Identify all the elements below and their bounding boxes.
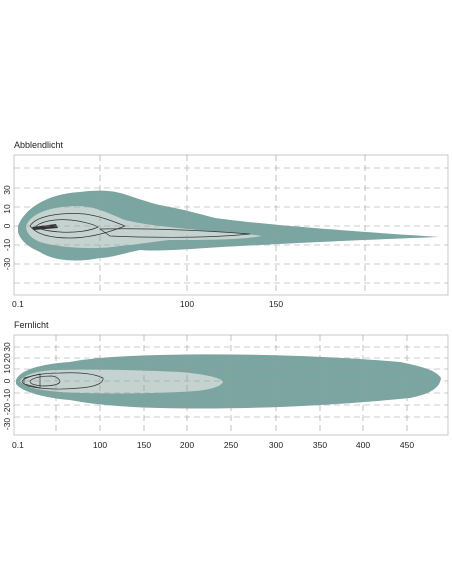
high-beam-ytick-30: 30 bbox=[2, 342, 12, 352]
low-beam-hotspot bbox=[32, 224, 58, 230]
low-beam-ytick-30: 30 bbox=[2, 185, 12, 195]
high-beam-xtick-400: 400 bbox=[356, 440, 370, 450]
high-beam-xtick-350: 350 bbox=[313, 440, 327, 450]
high-beam-ytick-10: 10 bbox=[2, 364, 12, 374]
high-beam-xtick-100: 100 bbox=[93, 440, 107, 450]
low-beam-grid bbox=[14, 155, 448, 295]
low-beam-ytick-0: 0 bbox=[2, 223, 12, 228]
high-beam-xtick-450: 450 bbox=[400, 440, 414, 450]
high-beam-xtick-0.1: 0.1 bbox=[12, 440, 24, 450]
high-beam-ytick-m20: -20 bbox=[2, 403, 12, 416]
high-beam-xtick-150: 150 bbox=[137, 440, 151, 450]
high-beam-xtick-250: 250 bbox=[224, 440, 238, 450]
high-beam-ytick-m10: -10 bbox=[2, 389, 12, 402]
high-beam-ytick-m30: -30 bbox=[2, 418, 12, 431]
low-beam-contour-2 bbox=[35, 219, 99, 233]
high-beam-plot: 30 20 10 0 -10 -20 -30 0.1 100 150 200 2… bbox=[2, 334, 449, 450]
high-beam-title: Fernlicht bbox=[14, 320, 49, 330]
high-beam-xtick-300: 300 bbox=[269, 440, 283, 450]
low-beam-contour-3 bbox=[98, 228, 251, 238]
low-beam-xtick-100: 100 bbox=[180, 299, 194, 309]
low-beam-ytick-10: 10 bbox=[2, 204, 12, 214]
low-beam-inner-zone bbox=[26, 206, 262, 249]
high-beam-contour-1 bbox=[21, 372, 104, 390]
low-beam-xtick-150: 150 bbox=[269, 299, 283, 309]
low-beam-ytick-m10: -10 bbox=[2, 239, 12, 252]
high-beam-ytick-0: 0 bbox=[2, 378, 12, 383]
high-beam-contour-3 bbox=[23, 373, 41, 389]
low-beam-title: Abblendlicht bbox=[14, 140, 64, 150]
high-beam-inner-zone bbox=[20, 369, 223, 394]
low-beam-plot: 30 10 0 -10 -30 0.1 100 150 bbox=[2, 154, 449, 309]
high-beam-grid bbox=[14, 335, 448, 435]
high-beam-ytick-20: 20 bbox=[2, 353, 12, 363]
high-beam-xtick-200: 200 bbox=[180, 440, 194, 450]
low-beam-xtick-0.1: 0.1 bbox=[12, 299, 24, 309]
high-beam-contour-2 bbox=[29, 375, 61, 387]
high-beam-outer-zone bbox=[16, 354, 441, 409]
low-beam-ytick-m30: -30 bbox=[2, 258, 12, 271]
low-beam-frame bbox=[13, 154, 449, 296]
